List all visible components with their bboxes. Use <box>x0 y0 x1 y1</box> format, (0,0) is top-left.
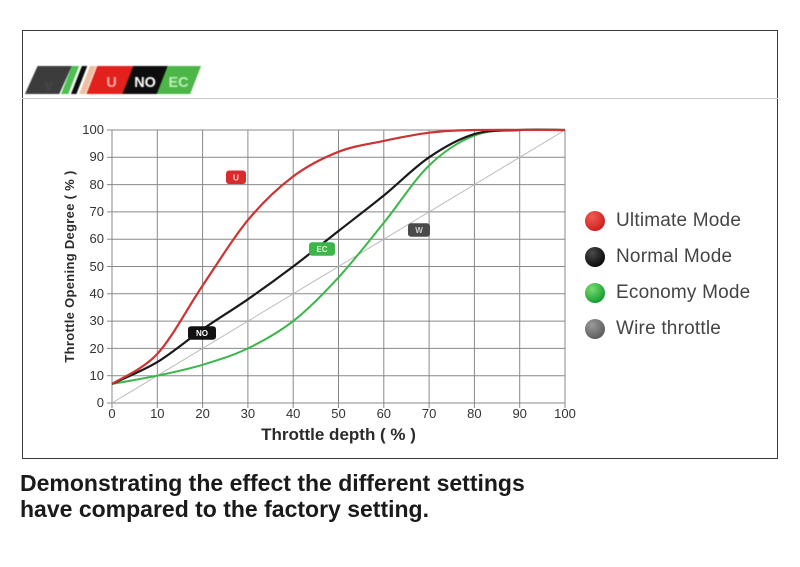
svg-text:40: 40 <box>286 406 300 421</box>
svg-text:70: 70 <box>422 406 436 421</box>
svg-text:80: 80 <box>467 406 481 421</box>
svg-text:U: U <box>233 173 239 183</box>
svg-text:60: 60 <box>377 406 391 421</box>
svg-text:50: 50 <box>331 406 345 421</box>
svg-text:100: 100 <box>82 122 104 137</box>
svg-text:10: 10 <box>90 368 104 383</box>
svg-text:40: 40 <box>90 286 104 301</box>
svg-text:0: 0 <box>108 406 115 421</box>
svg-text:W: W <box>415 226 423 235</box>
svg-text:80: 80 <box>90 177 104 192</box>
svg-text:30: 30 <box>241 406 255 421</box>
svg-text:50: 50 <box>90 259 104 274</box>
svg-text:90: 90 <box>90 149 104 164</box>
svg-text:70: 70 <box>90 204 104 219</box>
svg-text:EC: EC <box>316 245 327 254</box>
svg-text:10: 10 <box>150 406 164 421</box>
svg-text:60: 60 <box>90 231 104 246</box>
svg-text:NO: NO <box>196 329 208 338</box>
svg-text:20: 20 <box>90 341 104 356</box>
svg-text:20: 20 <box>195 406 209 421</box>
svg-text:90: 90 <box>512 406 526 421</box>
svg-text:100: 100 <box>554 406 576 421</box>
svg-text:0: 0 <box>97 395 104 410</box>
svg-text:30: 30 <box>90 313 104 328</box>
